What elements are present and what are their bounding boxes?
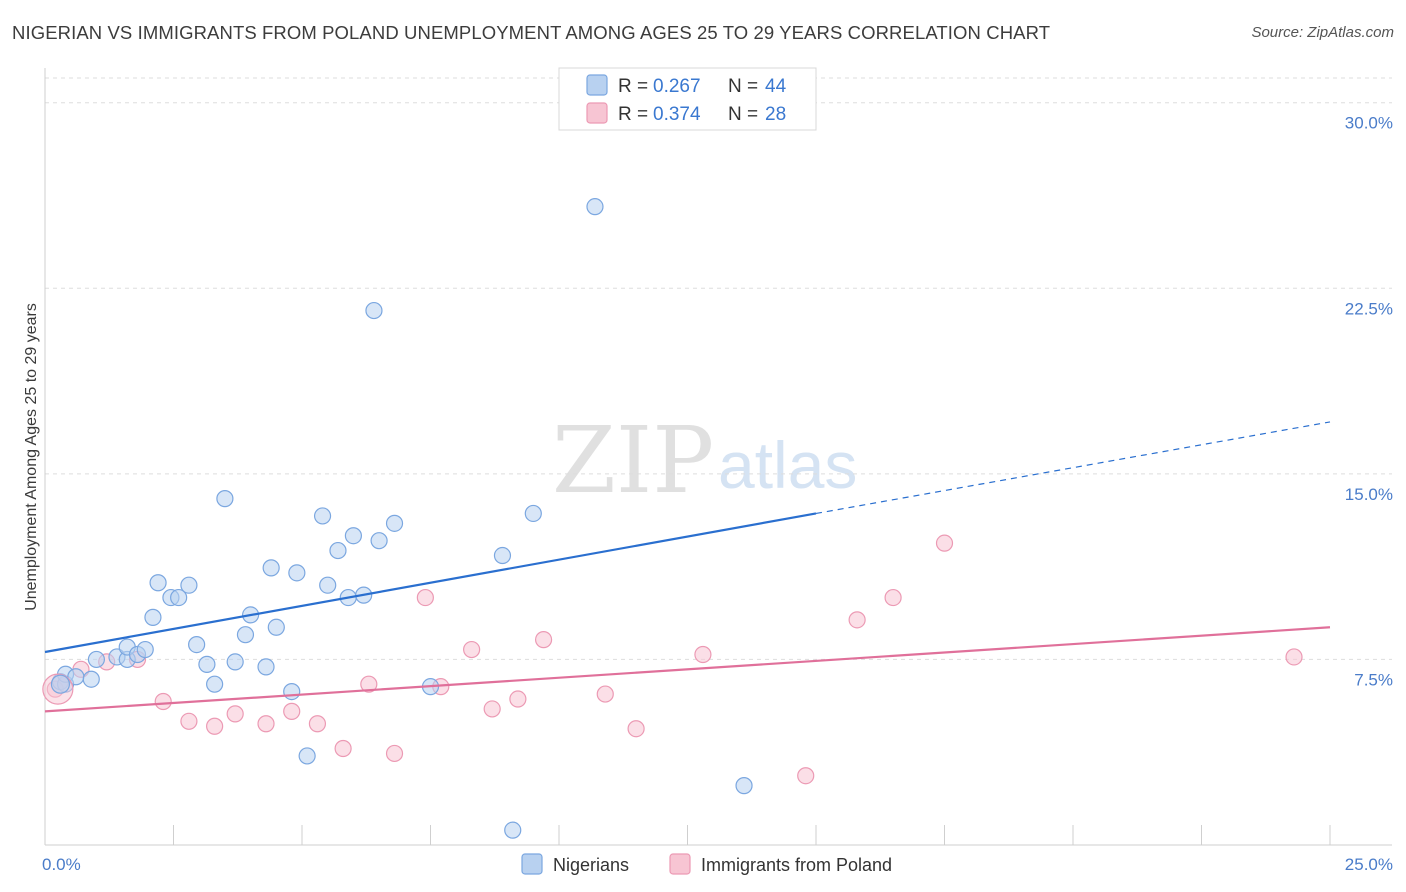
x-tick-label: 0.0% — [42, 855, 81, 874]
legend-swatch-nigerians — [586, 74, 608, 96]
nigerian-point-cluster — [50, 674, 71, 694]
nigerian-point — [257, 658, 275, 676]
poland-trend-line — [44, 626, 1331, 713]
nigerian-point — [236, 626, 255, 644]
grid-layer — [45, 77, 1392, 660]
y-tick-label: 15.0% — [1345, 485, 1393, 504]
nigerian-point — [226, 653, 244, 671]
nigerian-point — [82, 670, 100, 688]
bottom-legend-label-poland: Immigrants from Poland — [701, 855, 892, 875]
legend-n-value-2: 28 — [765, 104, 786, 125]
trend-layer — [44, 421, 1331, 713]
nigerian-point — [267, 618, 285, 636]
legend-r-label-1: R = — [618, 76, 648, 97]
nigerian-point — [288, 564, 306, 582]
poland-point — [483, 700, 501, 718]
poland-point — [416, 588, 434, 607]
top-legend: R = 0.267 N = 44 R = 0.374 N = 28 — [558, 67, 817, 131]
nigerian-point — [344, 527, 362, 545]
nigerian-trend-line — [44, 512, 817, 654]
nigerian-point — [370, 532, 388, 550]
nigerian-point — [216, 490, 234, 508]
nigerian-point — [198, 655, 216, 673]
watermark-zip: ZIP — [552, 407, 714, 514]
y-tick-label: 7.5% — [1354, 670, 1393, 689]
poland-point — [257, 715, 275, 733]
nigerian-point — [385, 514, 404, 532]
axes-layer: 7.5% 15.0% 22.5% 30.0% 0.0% 25.0% — [42, 68, 1393, 874]
poland-point — [154, 692, 172, 711]
nigerian-point — [493, 546, 512, 565]
watermark-atlas: atlas — [718, 428, 857, 502]
nigerian-point — [586, 198, 604, 216]
legend-r-value-2: 0.374 — [653, 104, 701, 125]
nigerian-point — [180, 576, 198, 594]
poland-point — [884, 588, 902, 607]
legend-n-label-2: N = — [728, 104, 758, 125]
nigerian-point — [149, 574, 167, 592]
y-tick-label: 22.5% — [1345, 299, 1393, 318]
poland-point — [935, 534, 954, 552]
nigerian-point — [524, 504, 542, 523]
legend-n-label-1: N = — [728, 76, 758, 97]
poland-point — [334, 739, 352, 758]
poland-point — [385, 744, 404, 763]
nigerian-point — [188, 635, 206, 654]
nigerian-point — [262, 559, 280, 577]
legend-n-value-1: 44 — [765, 76, 787, 97]
y-axis-label: Unemployment Among Ages 25 to 29 years — [23, 303, 40, 611]
nigerian-point — [319, 576, 337, 594]
poland-point — [360, 675, 378, 693]
nigerian-point — [283, 682, 301, 701]
bottom-legend-swatch-nigerians — [521, 853, 543, 875]
bottom-legend-swatch-poland — [669, 853, 691, 875]
nigerian-point — [144, 608, 162, 626]
points-layer — [42, 198, 1303, 839]
poland-point — [1285, 648, 1303, 666]
nigerian-point — [329, 541, 347, 560]
nigerian-trend-extension — [815, 421, 1331, 515]
poland-point — [463, 640, 481, 659]
bottom-legend-label-nigerians: Nigerians — [553, 855, 629, 875]
poland-point — [206, 717, 224, 735]
poland-point — [797, 767, 815, 785]
poland-point — [627, 720, 645, 738]
nigerian-point — [206, 675, 224, 693]
poland-point — [283, 702, 301, 720]
poland-point — [509, 690, 527, 708]
nigerian-point — [504, 821, 522, 839]
legend-r-label-2: R = — [618, 104, 648, 125]
poland-point — [180, 712, 198, 730]
nigerian-point — [170, 588, 188, 607]
chart-source: Source: ZipAtlas.com — [1251, 24, 1394, 41]
poland-point — [848, 611, 866, 629]
nigerian-point — [136, 640, 154, 659]
poland-point — [308, 715, 327, 733]
x-tick-label: 25.0% — [1345, 855, 1393, 874]
nigerian-point — [365, 301, 383, 320]
chart-title: NIGERIAN VS IMMIGRANTS FROM POLAND UNEMP… — [12, 22, 1051, 43]
poland-point — [534, 631, 553, 649]
poland-point — [596, 685, 614, 703]
y-tick-label: 30.0% — [1345, 114, 1393, 133]
nigerian-point — [87, 650, 106, 669]
poland-point — [694, 645, 712, 664]
poland-point — [226, 705, 244, 723]
nigerian-point — [298, 747, 316, 765]
nigerian-point — [735, 777, 753, 795]
nigerian-point — [313, 507, 332, 525]
bottom-legend: Nigerians Immigrants from Poland — [521, 853, 892, 875]
legend-swatch-poland — [586, 102, 608, 124]
legend-r-value-1: 0.267 — [653, 76, 701, 97]
